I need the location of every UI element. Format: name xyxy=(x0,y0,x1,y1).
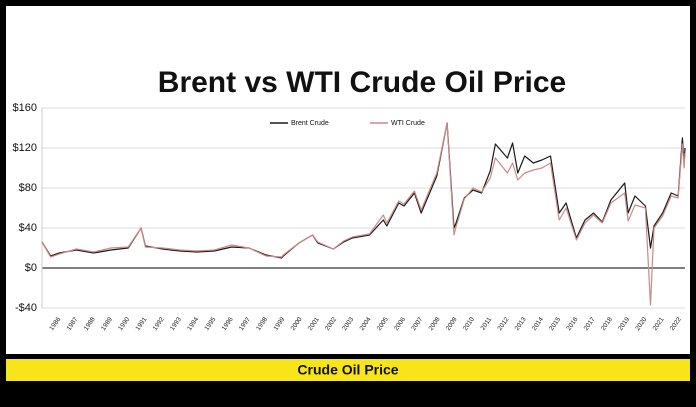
y-tick-label: $0 xyxy=(25,262,37,274)
y-tick-label: $80 xyxy=(19,182,37,194)
caption-bar xyxy=(6,359,690,381)
series-line xyxy=(41,122,686,306)
caption: Crude Oil Price xyxy=(297,362,398,378)
legend-label: WTI Crude xyxy=(391,120,425,127)
chart-title: Brent vs WTI Crude Oil Price xyxy=(158,66,566,99)
legend-label: Brent Crude xyxy=(291,120,329,127)
y-tick-label: $40 xyxy=(19,222,37,234)
y-tick-label: $120 xyxy=(13,142,37,154)
y-tick-label: $160 xyxy=(13,102,37,114)
y-tick-label: -$40 xyxy=(15,302,37,314)
panel xyxy=(6,6,690,354)
